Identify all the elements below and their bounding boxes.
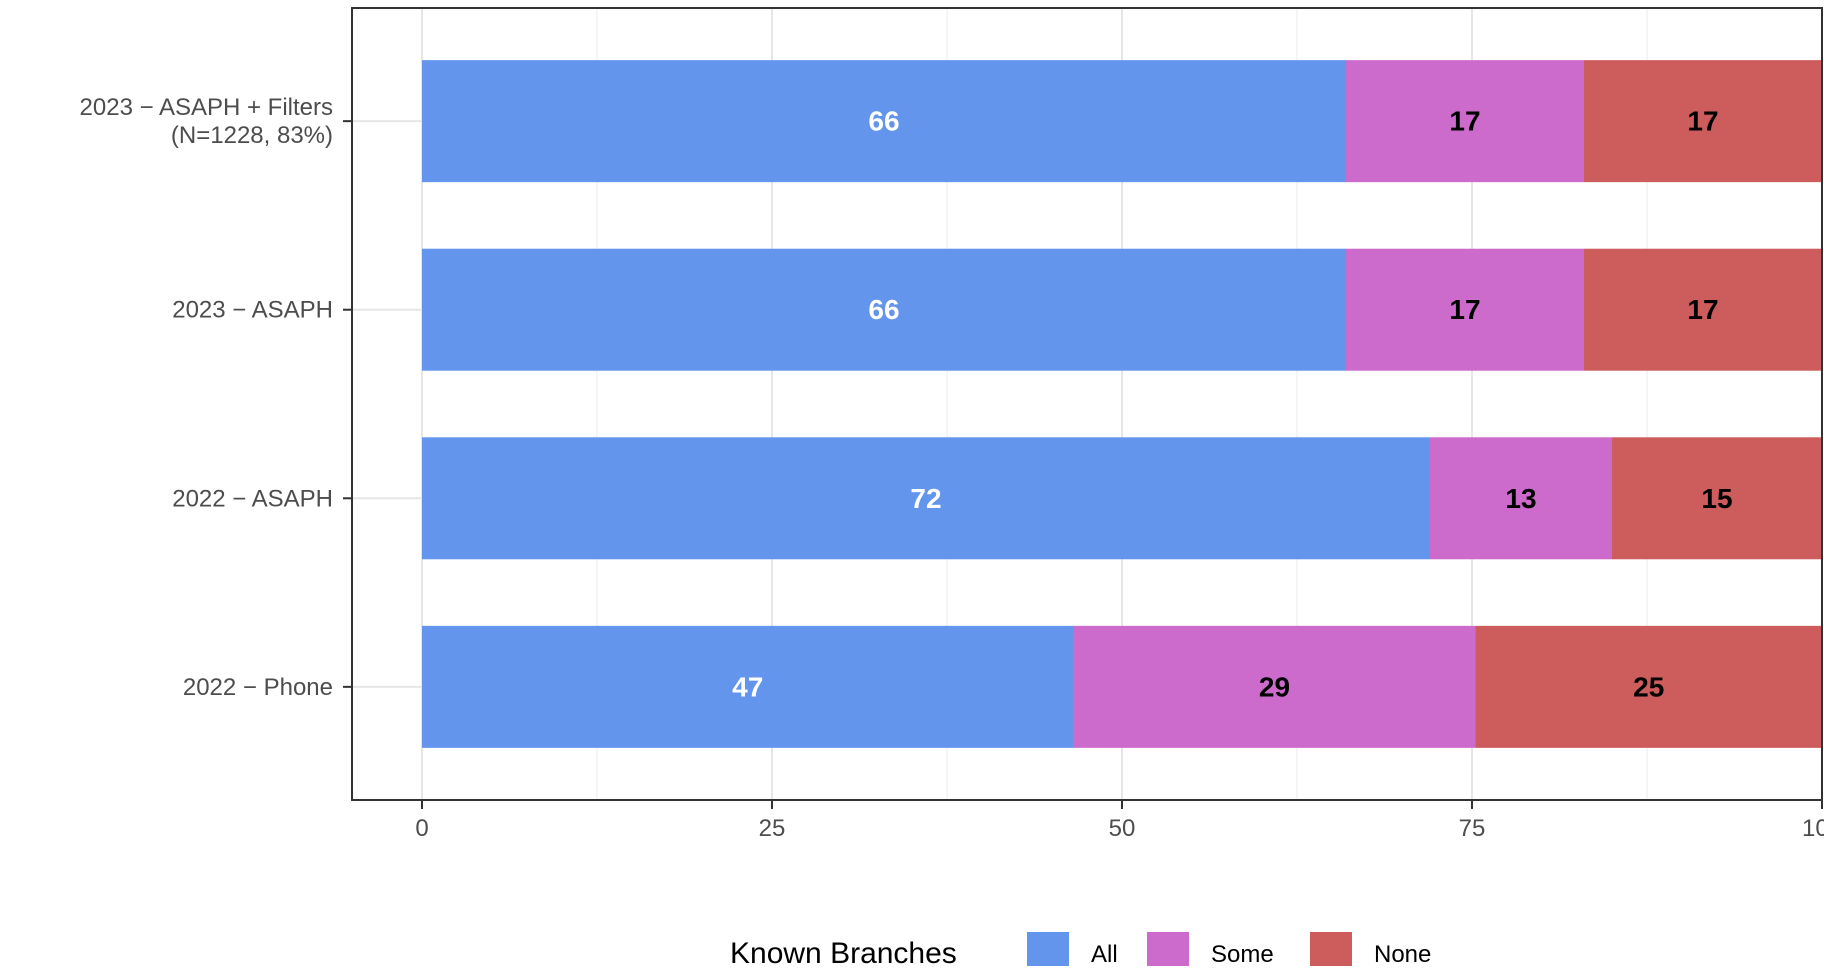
y-tick-label: 2022 − Phone bbox=[183, 674, 333, 701]
x-tick-label: 100 bbox=[1802, 815, 1824, 842]
y-tick-label-line: 2022 − Phone bbox=[183, 674, 333, 701]
bar-all bbox=[422, 60, 1346, 183]
x-tick-label: 0 bbox=[415, 815, 428, 842]
bar-none bbox=[1475, 625, 1822, 748]
bar-none bbox=[1584, 248, 1822, 371]
x-tick-label: 75 bbox=[1459, 815, 1486, 842]
legend-label-some: Some bbox=[1211, 941, 1274, 968]
bar-some bbox=[1346, 60, 1584, 183]
bar-some bbox=[1073, 625, 1476, 748]
bar-value-label: 66 bbox=[868, 106, 899, 137]
y-axis: 2023 − ASAPH + Filters (N=1228, 83%)2023 … bbox=[80, 94, 352, 701]
bar-none bbox=[1612, 437, 1822, 560]
bar-value-label: 72 bbox=[910, 483, 941, 514]
legend-key-none bbox=[1310, 932, 1352, 966]
y-tick-label-line: 2022 − ASAPH bbox=[172, 485, 333, 512]
bar-value-label: 15 bbox=[1701, 483, 1732, 514]
x-tick-label: 25 bbox=[759, 815, 786, 842]
legend-label-all: All bbox=[1091, 941, 1118, 968]
y-tick-label: 2022 − ASAPH bbox=[172, 485, 333, 512]
bar-value-label: 29 bbox=[1259, 671, 1290, 702]
bars: 66 17 17 66 17 17 72 13 15 47 29 25 bbox=[422, 60, 1822, 748]
bar-value-label: 17 bbox=[1687, 294, 1718, 325]
bar-value-label: 47 bbox=[732, 671, 763, 702]
bar-value-label: 66 bbox=[868, 294, 899, 325]
x-tick-label: 50 bbox=[1109, 815, 1136, 842]
legend-label-none: None bbox=[1374, 941, 1431, 968]
bar-value-label: 17 bbox=[1449, 106, 1480, 137]
y-tick-label-line: 2023 − ASAPH + Filters bbox=[80, 94, 333, 121]
legend-key-all bbox=[1027, 932, 1069, 966]
legend: Known Branches All Some None bbox=[730, 932, 1431, 968]
y-tick-label-line: 2023 − ASAPH bbox=[172, 297, 333, 324]
legend-key-some bbox=[1147, 932, 1189, 966]
bar-value-label: 25 bbox=[1633, 671, 1664, 702]
bar-all bbox=[422, 248, 1346, 371]
panel-border bbox=[351, 7, 1823, 801]
y-tick-label-line: (N=1228, 83%) bbox=[171, 122, 333, 149]
bar-some bbox=[1346, 248, 1584, 371]
bar-some bbox=[1430, 437, 1612, 560]
x-axis: 0 25 50 75 100 bbox=[415, 800, 1824, 842]
bar-none bbox=[1584, 60, 1822, 183]
bar-value-label: 13 bbox=[1505, 483, 1536, 514]
bar-value-label: 17 bbox=[1687, 106, 1718, 137]
bar-value-label: 17 bbox=[1449, 294, 1480, 325]
bar-all bbox=[422, 625, 1074, 748]
legend-title: Known Branches bbox=[730, 937, 957, 968]
bar-all bbox=[422, 437, 1430, 560]
y-tick-label: 2023 − ASAPH + Filters (N=1228, 83%) bbox=[80, 94, 333, 149]
y-tick-label: 2023 − ASAPH bbox=[172, 297, 333, 324]
